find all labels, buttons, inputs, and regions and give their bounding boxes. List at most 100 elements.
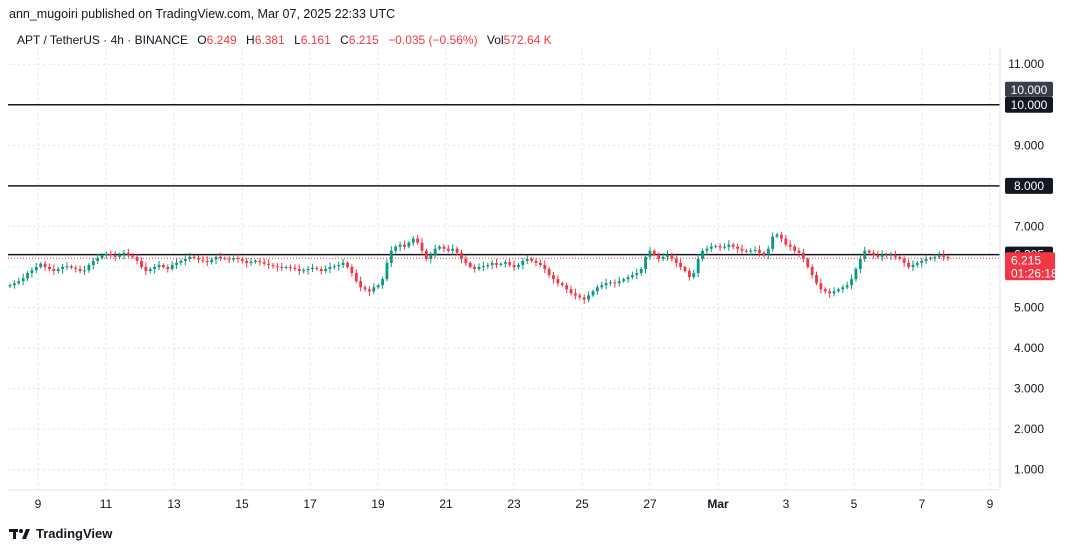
candle[interactable] — [797, 247, 801, 258]
candle[interactable] — [661, 253, 665, 261]
candle[interactable] — [254, 259, 257, 264]
candle[interactable] — [91, 257, 95, 270]
candle[interactable] — [933, 254, 937, 262]
candle[interactable] — [692, 269, 696, 280]
candle[interactable] — [48, 263, 51, 272]
candle[interactable] — [617, 277, 621, 287]
candle[interactable] — [889, 251, 893, 261]
candle[interactable] — [429, 251, 433, 264]
candle[interactable] — [657, 252, 661, 263]
candle[interactable] — [863, 246, 867, 262]
candle[interactable] — [679, 258, 683, 271]
candle[interactable] — [148, 266, 152, 274]
candle[interactable] — [144, 262, 148, 276]
candle[interactable] — [166, 264, 170, 273]
time-axis[interactable]: 9 11 13 15 17 19 21 23 25 27 Mar 3 5 7 9 — [35, 497, 994, 511]
candle[interactable] — [34, 262, 38, 274]
candle[interactable] — [245, 257, 249, 268]
candle[interactable] — [828, 288, 832, 298]
candle[interactable] — [52, 264, 56, 276]
candle[interactable] — [911, 260, 915, 272]
candle[interactable] — [823, 287, 827, 294]
candle[interactable] — [784, 235, 788, 247]
candle[interactable] — [280, 262, 284, 271]
candle[interactable] — [815, 271, 818, 286]
candle[interactable] — [582, 294, 586, 304]
candle[interactable] — [885, 252, 889, 259]
candle[interactable] — [210, 257, 214, 265]
candle[interactable] — [96, 253, 100, 264]
candle[interactable] — [293, 264, 297, 272]
candle[interactable] — [534, 258, 538, 267]
candle[interactable] — [635, 268, 639, 280]
candle[interactable] — [302, 268, 306, 274]
candle[interactable] — [407, 241, 411, 249]
candle[interactable] — [701, 248, 704, 262]
candle[interactable] — [271, 262, 275, 269]
candle[interactable] — [543, 260, 547, 274]
candle[interactable] — [801, 248, 805, 262]
candle[interactable] — [363, 285, 367, 292]
candle[interactable] — [560, 281, 564, 287]
candle[interactable] — [8, 283, 12, 289]
candle[interactable] — [87, 262, 91, 273]
candle[interactable] — [876, 251, 880, 259]
candle[interactable] — [275, 263, 279, 272]
candle[interactable] — [26, 270, 29, 281]
candle[interactable] — [227, 256, 231, 264]
candle[interactable] — [368, 286, 371, 296]
candle[interactable] — [473, 264, 477, 273]
candle[interactable] — [753, 246, 757, 253]
candle[interactable] — [297, 264, 301, 276]
candle[interactable] — [841, 284, 845, 293]
candle[interactable] — [83, 265, 86, 276]
candle[interactable] — [249, 258, 253, 266]
candle[interactable] — [105, 251, 108, 259]
candle[interactable] — [170, 261, 174, 272]
candle[interactable] — [385, 259, 389, 282]
candle[interactable] — [639, 266, 643, 276]
candle[interactable] — [793, 244, 796, 254]
candle[interactable] — [749, 248, 753, 256]
candle[interactable] — [341, 258, 345, 269]
candle[interactable] — [920, 257, 924, 268]
candle[interactable] — [328, 262, 332, 274]
candle[interactable] — [517, 262, 520, 270]
candle[interactable] — [937, 251, 941, 259]
candle[interactable] — [771, 232, 775, 252]
candle[interactable] — [122, 249, 126, 260]
candle[interactable] — [135, 254, 139, 265]
candle[interactable] — [731, 242, 735, 250]
candle[interactable] — [503, 259, 507, 268]
candle[interactable] — [626, 274, 630, 283]
candle[interactable] — [718, 243, 722, 252]
candle[interactable] — [350, 264, 354, 277]
candle[interactable] — [512, 260, 516, 272]
candle[interactable] — [201, 256, 205, 263]
candle[interactable] — [942, 250, 946, 261]
candle[interactable] — [762, 250, 766, 258]
candle[interactable] — [788, 240, 792, 251]
candle[interactable] — [337, 261, 341, 271]
candle[interactable] — [687, 268, 691, 281]
candles[interactable] — [8, 231, 950, 304]
candle[interactable] — [157, 260, 161, 271]
candle[interactable] — [714, 244, 718, 249]
candle[interactable] — [924, 254, 928, 264]
candle[interactable] — [902, 256, 906, 267]
candle[interactable] — [464, 254, 468, 266]
candle[interactable] — [740, 244, 744, 254]
candle[interactable] — [648, 246, 652, 260]
candle[interactable] — [236, 253, 240, 263]
candle[interactable] — [56, 266, 60, 274]
candle[interactable] — [556, 275, 560, 287]
candle[interactable] — [17, 277, 21, 286]
candle[interactable] — [126, 248, 130, 258]
candle[interactable] — [666, 250, 669, 261]
candle[interactable] — [736, 243, 740, 254]
candle[interactable] — [43, 261, 47, 271]
candle[interactable] — [359, 276, 363, 292]
candle[interactable] — [775, 232, 779, 239]
candle[interactable] — [609, 280, 612, 286]
candle[interactable] — [433, 244, 437, 258]
